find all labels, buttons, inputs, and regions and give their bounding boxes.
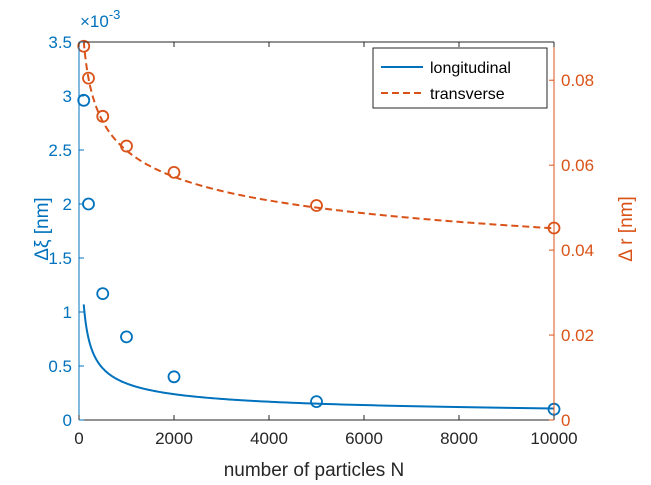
data-point-transverse <box>167 165 181 179</box>
data-point-longitudinal <box>167 370 181 384</box>
left-y-tick-label: 0 <box>63 411 72 430</box>
left-y-tick-label: 1.5 <box>48 249 72 268</box>
data-point-transverse <box>82 71 95 85</box>
data-point-longitudinal <box>96 287 110 301</box>
data-point-longitudinal <box>82 197 95 211</box>
x-tick-label: 6000 <box>345 429 383 448</box>
x-tick-label: 8000 <box>440 429 478 448</box>
right-y-tick-label: 0.04 <box>561 241 594 260</box>
data-point-longitudinal <box>77 93 91 107</box>
plot-area <box>77 39 561 416</box>
data-point-longitudinal <box>310 395 323 409</box>
axes: 0 2000 4000 6000 8000 1000000.511.522.533.500… <box>48 33 594 448</box>
right-y-axis-label: Δ r [nm] <box>616 196 637 261</box>
legend: longitudinal transverse <box>372 47 548 109</box>
right-y-tick-label: 0.06 <box>561 156 594 175</box>
left-y-tick-label: 2 <box>63 195 72 214</box>
data-point-transverse <box>120 139 133 153</box>
multiplier-power: -3 <box>109 7 121 22</box>
left-y-tick-label: 3 <box>63 87 72 106</box>
left-y-tick-label: 2.5 <box>48 141 72 160</box>
data-point-transverse <box>96 109 110 123</box>
data-point-longitudinal <box>120 330 133 344</box>
x-tick-label: 10000 <box>530 429 577 448</box>
left-y-axis-label: Δξ [nm] <box>32 197 53 260</box>
x-tick-label: 4000 <box>250 429 288 448</box>
left-axis-multiplier: ×10-3 <box>80 7 120 31</box>
right-y-tick-label: 0 <box>561 411 570 430</box>
legend-label-longitudinal: longitudinal <box>430 60 511 77</box>
right-y-tick-label: 0.08 <box>561 71 594 90</box>
left-y-tick-label: 1 <box>63 303 72 322</box>
svg-text:×10-3: ×10-3 <box>80 7 120 31</box>
data-point-transverse <box>77 39 91 53</box>
fit-curve-longitudinal <box>82 304 555 410</box>
x-tick-label: 0 <box>74 429 83 448</box>
data-point-transverse <box>310 199 323 212</box>
x-tick-label: 2000 <box>155 429 193 448</box>
multiplier-base: ×10 <box>80 12 109 31</box>
left-y-tick-label: 3.5 <box>48 33 72 52</box>
left-y-tick-label: 0.5 <box>48 357 72 376</box>
legend-box <box>372 47 548 109</box>
x-axis-label: number of particles N <box>224 460 405 481</box>
legend-label-transverse: transverse <box>430 86 505 103</box>
right-y-tick-label: 0.02 <box>561 326 594 345</box>
